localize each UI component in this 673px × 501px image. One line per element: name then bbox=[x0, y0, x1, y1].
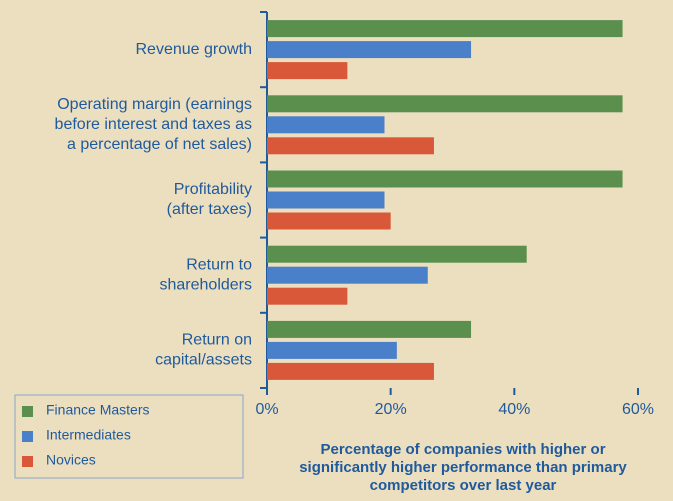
category-label: Return to bbox=[186, 256, 252, 273]
bar bbox=[267, 170, 623, 188]
bar bbox=[267, 266, 428, 284]
x-axis-label: Percentage of companies with higher or bbox=[320, 441, 605, 458]
bar bbox=[267, 20, 623, 38]
category-label: before interest and taxes as bbox=[55, 116, 252, 133]
legend-swatch bbox=[22, 456, 33, 467]
category-label: Operating margin (earnings bbox=[57, 96, 252, 113]
bar bbox=[267, 320, 472, 338]
category-label: capital/assets bbox=[155, 352, 252, 369]
bar bbox=[267, 245, 527, 263]
bar bbox=[267, 116, 385, 134]
legend-label: Intermediates bbox=[46, 427, 131, 443]
category-label: Return on bbox=[182, 332, 252, 349]
bar bbox=[267, 191, 385, 209]
bar bbox=[267, 212, 391, 230]
bar bbox=[267, 62, 348, 80]
x-tick-label: 20% bbox=[375, 401, 407, 418]
x-axis-label: competitors over last year bbox=[370, 477, 557, 494]
legend-swatch bbox=[22, 406, 33, 417]
category-label: (after taxes) bbox=[167, 201, 252, 218]
legend-swatch bbox=[22, 431, 33, 442]
category-label: Profitability bbox=[174, 181, 252, 198]
x-axis-label: significantly higher performance than pr… bbox=[299, 459, 627, 476]
bar bbox=[267, 95, 623, 113]
legend-box bbox=[14, 394, 244, 479]
bar bbox=[267, 137, 434, 155]
bar bbox=[267, 287, 348, 305]
category-label: Revenue growth bbox=[135, 41, 252, 58]
category-label: a percentage of net sales) bbox=[67, 136, 252, 153]
x-tick-label: 60% bbox=[622, 401, 654, 418]
legend-label: Finance Masters bbox=[46, 402, 149, 418]
x-tick-label: 40% bbox=[498, 401, 530, 418]
x-tick-label: 0% bbox=[255, 401, 278, 418]
legend-label: Novices bbox=[46, 452, 96, 468]
bar bbox=[267, 341, 397, 359]
bar bbox=[267, 41, 472, 59]
bar bbox=[267, 362, 434, 380]
category-label: shareholders bbox=[160, 276, 253, 293]
